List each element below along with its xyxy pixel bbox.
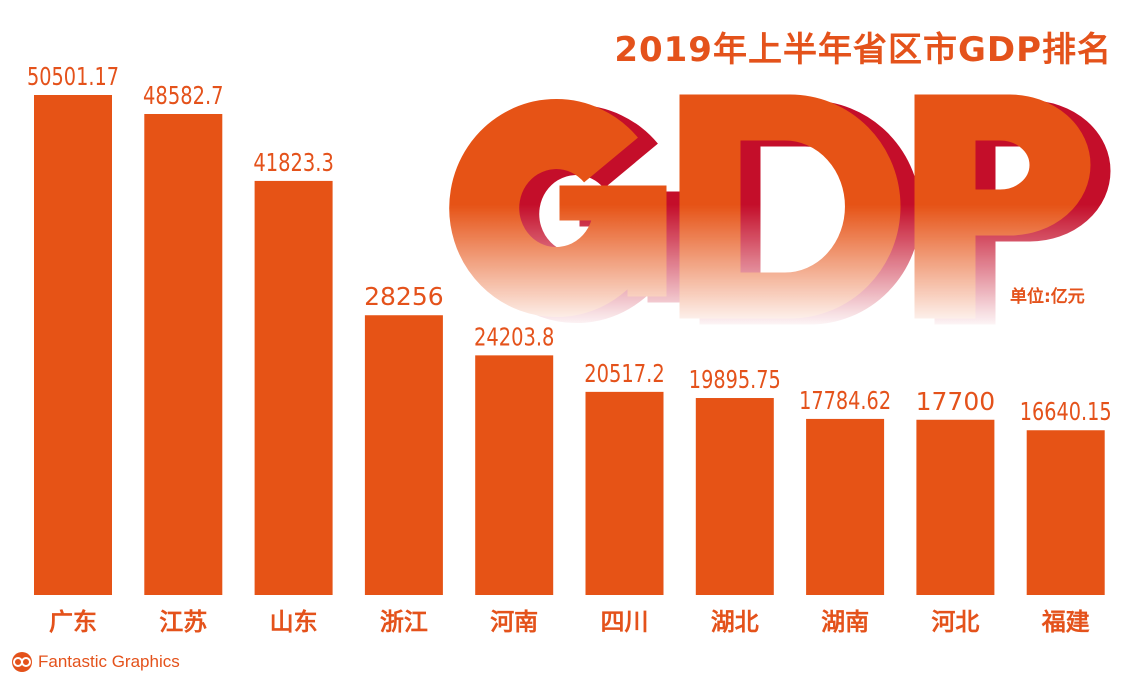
chart-title: 2019年上半年省区市GDP排名	[614, 30, 1112, 70]
category-label: 湖北	[711, 608, 759, 636]
bar-广东	[34, 95, 112, 595]
category-label: 四川	[601, 608, 649, 636]
category-label: 河北	[931, 608, 979, 636]
credit-logo: Fantastic Graphics	[12, 652, 180, 672]
value-label: 50501.17	[27, 62, 119, 91]
bar-福建	[1026, 430, 1105, 595]
category-label: 江苏	[159, 608, 207, 636]
category-label: 广东	[49, 608, 97, 636]
category-label: 福建	[1041, 608, 1090, 636]
value-label: 41823.3	[253, 148, 334, 177]
category-label: 湖南	[821, 608, 869, 636]
unit-label: 单位:亿元	[1010, 287, 1085, 307]
value-label: 16640.15	[1020, 397, 1112, 426]
value-label: 28256	[364, 282, 444, 311]
bar-江苏	[144, 113, 223, 595]
value-label: 17784.62	[799, 386, 891, 415]
category-label: 浙江	[380, 608, 428, 636]
value-label: 24203.8	[474, 322, 555, 351]
value-label: 20517.2	[584, 359, 665, 388]
value-label: 17700	[916, 387, 996, 416]
bar-湖北	[695, 398, 774, 595]
credit-text: Fantastic Graphics	[38, 652, 180, 671]
bar-浙江	[364, 315, 443, 595]
gdp-front	[484, 95, 1090, 318]
category-label: 河南	[490, 608, 538, 636]
bar-河南	[475, 355, 554, 595]
value-label: 19895.75	[689, 365, 781, 394]
bar-四川	[585, 391, 664, 595]
value-label: 48582.7	[143, 81, 224, 110]
category-label: 山东	[270, 608, 318, 636]
bar-河北	[916, 419, 995, 595]
logo-icon	[12, 652, 32, 672]
bar-湖南	[806, 418, 885, 595]
bar-山东	[254, 180, 333, 595]
